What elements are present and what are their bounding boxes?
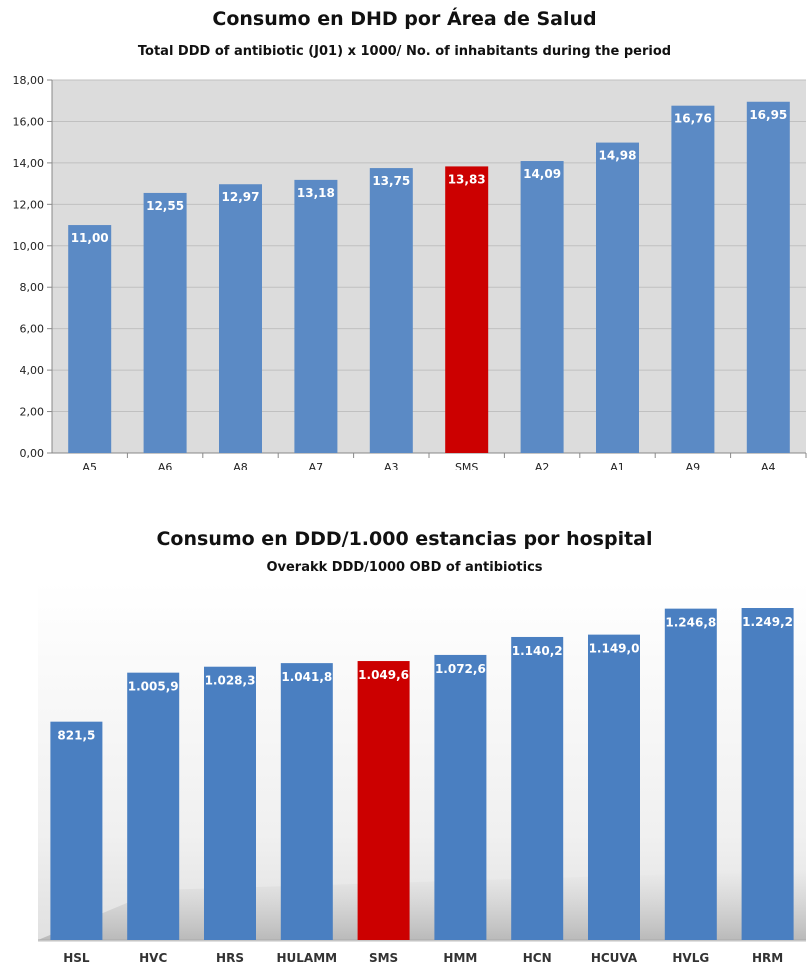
data-label: 14,98 [599, 149, 637, 163]
x-tick-label: SMS [369, 951, 398, 965]
bar-a9 [671, 105, 715, 453]
x-tick-label: A8 [233, 461, 248, 470]
bar-sms [445, 166, 489, 453]
ddd-per-hospital-chart: Consumo en DDD/1.000 estancias por hospi… [0, 520, 809, 968]
y-tick-label: 18,00 [13, 74, 45, 87]
bar-hsl [50, 721, 103, 940]
data-label: 1.005,9 [128, 680, 179, 694]
x-tick-label: SMS [455, 461, 478, 470]
x-tick-label: A2 [535, 461, 550, 470]
data-label: 13,18 [297, 186, 335, 200]
data-label: 1.249,2 [742, 615, 793, 629]
y-tick-label: 16,00 [13, 115, 45, 128]
data-label: 1.149,0 [589, 642, 640, 656]
chart-subtitle: Overakk DDD/1000 OBD of antibiotics [266, 560, 543, 575]
y-tick-label: 4,00 [20, 364, 45, 377]
data-label: 1.246,8 [665, 616, 716, 630]
y-tick-label: 14,00 [13, 157, 45, 170]
bar-hrm [741, 608, 794, 940]
bar-a7 [294, 179, 338, 453]
x-tick-label: HRS [216, 951, 244, 965]
data-label: 1.028,3 [205, 674, 256, 688]
bar-a5 [68, 225, 112, 453]
x-tick-label: A1 [610, 461, 625, 470]
chart-subtitle: Total DDD of antibiotic (J01) x 1000/ No… [137, 44, 672, 59]
x-tick-label: HMM [443, 951, 477, 965]
x-tick-label: A3 [384, 461, 399, 470]
y-tick-label: 6,00 [20, 323, 45, 336]
y-tick-label: 2,00 [20, 406, 45, 419]
x-tick-label: HSL [63, 951, 90, 965]
bar-a1 [596, 142, 639, 453]
dhd-by-health-area-chart: Consumo en DHD por Área de Salud Total D… [0, 0, 809, 470]
data-label: 1.140,2 [512, 644, 563, 658]
bar-a8 [219, 184, 262, 453]
bar-a4 [746, 101, 790, 453]
bar-sms [357, 661, 410, 940]
y-tick-label: 8,00 [20, 281, 45, 294]
bar-a3 [369, 168, 413, 453]
x-tick-label: HULAMM [276, 951, 337, 965]
y-tick-label: 0,00 [20, 447, 45, 460]
bar-hmm [434, 654, 487, 940]
data-label: 14,09 [523, 167, 561, 181]
bar-hulamm [280, 663, 333, 940]
bar-hvc [127, 672, 180, 940]
x-tick-label: A7 [309, 461, 324, 470]
x-tick-label: HCUVA [591, 951, 638, 965]
data-label: 16,76 [674, 112, 712, 126]
x-tick-label: A5 [82, 461, 97, 470]
data-label: 1.049,6 [358, 668, 409, 682]
bar-a6 [143, 192, 187, 454]
x-tick-label: A9 [686, 461, 701, 470]
chart-plot: 0,00 2,00 4,00 6,00 8,00 10,00 12,00 14,00 16,00… [13, 74, 807, 470]
chart-title: Consumo en DDD/1.000 estancias por hospi… [156, 528, 653, 550]
x-tick-label: A6 [158, 461, 173, 470]
x-tick-label: HVC [139, 951, 167, 965]
x-tick-label: A4 [761, 461, 776, 470]
bar-hcuva [588, 634, 640, 940]
y-tick-label: 10,00 [13, 240, 45, 253]
data-label: 13,83 [448, 172, 486, 186]
data-label: 16,95 [749, 108, 787, 122]
data-label: 1.072,6 [435, 662, 486, 676]
x-tick-label: HVLG [672, 951, 709, 965]
bar-a2 [520, 161, 564, 453]
data-label: 1.041,8 [281, 670, 332, 684]
x-tick-label: HCN [523, 951, 552, 965]
chart-title: Consumo en DHD por Área de Salud [212, 8, 597, 30]
bar-hcn [511, 636, 564, 940]
data-label: 12,97 [222, 190, 260, 204]
data-label: 13,75 [372, 174, 410, 188]
data-label: 821,5 [57, 729, 95, 743]
x-tick-label: HRM [752, 951, 783, 965]
chart-plot: 821,5 HSL 1.005,9 HVC 1.028,3 HRS 1.041,8 HULAM… [38, 582, 806, 965]
bar-hvlg [664, 608, 717, 940]
y-tick-label: 12,00 [13, 198, 45, 211]
data-label: 12,55 [146, 199, 184, 213]
bar-hrs [204, 666, 256, 940]
data-label: 11,00 [71, 231, 109, 245]
